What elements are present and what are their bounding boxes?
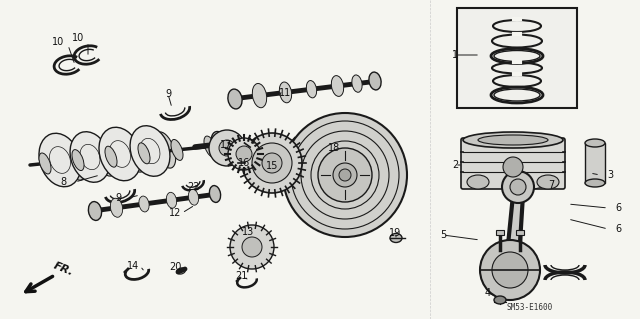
Ellipse shape: [154, 132, 175, 168]
Ellipse shape: [124, 136, 146, 172]
Circle shape: [228, 138, 260, 170]
Text: 16: 16: [238, 158, 250, 168]
Ellipse shape: [88, 202, 102, 220]
Ellipse shape: [105, 146, 117, 167]
Text: 6: 6: [615, 224, 621, 234]
Text: 12: 12: [169, 208, 181, 218]
Ellipse shape: [585, 139, 605, 147]
Ellipse shape: [139, 196, 149, 212]
Circle shape: [492, 252, 528, 288]
Bar: [585, 143, 605, 183]
Text: 9: 9: [165, 89, 171, 99]
Text: 2: 2: [452, 160, 458, 170]
Ellipse shape: [130, 126, 170, 176]
Text: 10: 10: [72, 33, 84, 43]
Ellipse shape: [177, 268, 186, 274]
Text: 11: 11: [279, 88, 291, 98]
Text: 20: 20: [169, 262, 181, 272]
Ellipse shape: [138, 143, 150, 164]
Ellipse shape: [478, 135, 548, 145]
Circle shape: [219, 140, 235, 156]
Polygon shape: [516, 230, 524, 235]
Ellipse shape: [209, 186, 221, 203]
Text: SM53-E1600: SM53-E1600: [507, 303, 553, 313]
Ellipse shape: [70, 132, 110, 182]
Text: 13: 13: [242, 227, 254, 237]
FancyBboxPatch shape: [461, 138, 565, 189]
Ellipse shape: [369, 72, 381, 90]
Ellipse shape: [39, 133, 81, 187]
Circle shape: [242, 133, 302, 193]
Ellipse shape: [332, 76, 344, 96]
Circle shape: [236, 146, 252, 162]
Text: 1: 1: [452, 50, 458, 60]
Ellipse shape: [211, 131, 228, 157]
Ellipse shape: [463, 132, 563, 148]
Text: 22: 22: [187, 182, 199, 192]
Text: 15: 15: [266, 161, 278, 171]
Text: 18: 18: [328, 143, 340, 153]
Ellipse shape: [390, 234, 402, 242]
Circle shape: [502, 171, 534, 203]
Bar: [457, 8, 577, 108]
Polygon shape: [505, 195, 523, 275]
Ellipse shape: [279, 82, 292, 103]
Ellipse shape: [585, 179, 605, 187]
Text: 19: 19: [389, 228, 401, 238]
Text: FR.: FR.: [52, 261, 75, 278]
Circle shape: [209, 130, 245, 166]
Text: 10: 10: [52, 37, 64, 47]
Circle shape: [230, 225, 274, 269]
Circle shape: [510, 179, 526, 195]
Ellipse shape: [494, 296, 506, 304]
Ellipse shape: [39, 153, 51, 174]
Ellipse shape: [171, 139, 183, 160]
Ellipse shape: [228, 89, 242, 109]
Text: 9: 9: [115, 193, 121, 203]
Text: 17: 17: [220, 140, 232, 150]
Text: 21: 21: [235, 271, 247, 281]
Ellipse shape: [307, 80, 317, 98]
Ellipse shape: [252, 84, 267, 108]
Circle shape: [242, 237, 262, 257]
Circle shape: [252, 143, 292, 183]
Polygon shape: [496, 230, 504, 235]
Ellipse shape: [72, 150, 84, 171]
Ellipse shape: [99, 127, 141, 181]
Ellipse shape: [110, 198, 123, 217]
Circle shape: [503, 157, 523, 177]
Circle shape: [480, 240, 540, 300]
Ellipse shape: [166, 192, 177, 208]
Text: 4: 4: [485, 288, 491, 298]
Ellipse shape: [467, 175, 489, 189]
Circle shape: [318, 148, 372, 202]
Ellipse shape: [204, 136, 216, 157]
Ellipse shape: [352, 75, 362, 92]
Text: 5: 5: [440, 230, 446, 240]
Text: 14: 14: [127, 261, 139, 271]
Text: 7: 7: [548, 180, 554, 190]
Text: 3: 3: [607, 170, 613, 180]
Ellipse shape: [65, 144, 86, 180]
Circle shape: [333, 163, 357, 187]
Ellipse shape: [94, 140, 116, 176]
Circle shape: [283, 113, 407, 237]
Circle shape: [262, 153, 282, 173]
Ellipse shape: [537, 175, 559, 189]
Ellipse shape: [188, 189, 198, 205]
Circle shape: [339, 169, 351, 181]
Text: 8: 8: [60, 177, 66, 187]
Text: 6: 6: [615, 203, 621, 213]
